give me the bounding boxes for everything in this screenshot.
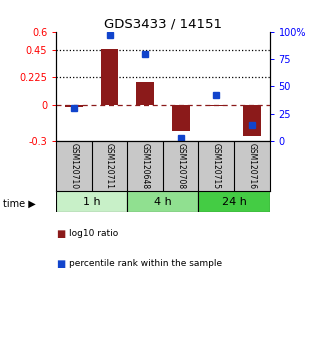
Text: GSM120716: GSM120716 xyxy=(247,143,256,189)
Text: GSM120648: GSM120648 xyxy=(141,143,150,189)
Text: 4 h: 4 h xyxy=(154,196,172,207)
Title: GDS3433 / 14151: GDS3433 / 14151 xyxy=(104,18,222,31)
Bar xyxy=(198,191,270,212)
Bar xyxy=(136,81,154,104)
Bar xyxy=(172,104,190,131)
Bar xyxy=(207,104,225,106)
Text: GSM120711: GSM120711 xyxy=(105,143,114,189)
Text: ■: ■ xyxy=(56,259,65,269)
Text: log10 ratio: log10 ratio xyxy=(69,229,118,238)
Text: GSM120715: GSM120715 xyxy=(212,143,221,189)
Text: 24 h: 24 h xyxy=(221,196,247,207)
Bar xyxy=(56,191,127,212)
Text: ■: ■ xyxy=(56,229,65,239)
Text: percentile rank within the sample: percentile rank within the sample xyxy=(69,259,222,268)
Bar xyxy=(243,104,261,136)
Bar xyxy=(65,104,83,107)
Text: 1 h: 1 h xyxy=(83,196,100,207)
Bar xyxy=(127,191,198,212)
Text: GSM120710: GSM120710 xyxy=(69,143,78,189)
Bar xyxy=(101,49,118,104)
Text: GSM120708: GSM120708 xyxy=(176,143,185,189)
Text: time ▶: time ▶ xyxy=(3,199,36,209)
